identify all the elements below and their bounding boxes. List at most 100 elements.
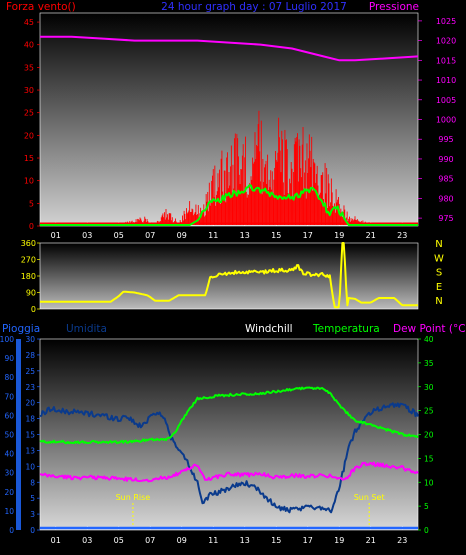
humidity-axis-ticks: 0 10 20 30 40 50 60 70 80 90 100 — [0, 335, 14, 535]
direction-degree-tick: 360 — [21, 239, 36, 248]
pressure-axis-tick: 1020 — [436, 37, 456, 46]
temperature-left-ticks: 0 3 5 8 10 13 15 18 20 23 25 28 30 — [25, 335, 40, 535]
sun-marker-label: Sun Rise — [116, 493, 151, 502]
pressure-axis-tick: 985 — [438, 175, 453, 184]
direction-degree-ticks: 0 90 180 270 360 — [21, 239, 40, 314]
windchill-legend-label: Windchill — [245, 323, 293, 335]
hour-tick-label: 03 — [82, 536, 92, 545]
hour-tick-label: 21 — [366, 231, 376, 240]
temp-right-tick: 20 — [424, 431, 434, 440]
temp-left-tick: 10 — [25, 462, 35, 471]
pressure-axis-label: Pressione — [369, 1, 419, 13]
humidity-axis-tick: 30 — [4, 469, 14, 478]
wind-pressure-chart: Forza vento() 24 hour graph day : 07 Lug… — [6, 1, 456, 240]
humidity-axis-tick: 70 — [4, 392, 14, 401]
temp-left-tick: 30 — [25, 335, 35, 344]
temp-right-tick: 35 — [424, 359, 434, 368]
hour-tick-label: 15 — [271, 231, 281, 240]
humidity-axis-tick: 40 — [4, 450, 14, 459]
hour-tick-label: 05 — [114, 231, 124, 240]
temp-left-tick: 5 — [30, 494, 35, 503]
temp-right-tick: 10 — [424, 478, 434, 487]
pressure-axis-tick: 995 — [438, 135, 453, 144]
temp-left-tick: 13 — [25, 446, 35, 455]
temp-left-tick: 28 — [25, 351, 35, 360]
wind-speed-series — [39, 110, 419, 226]
direction-degree-tick: 0 — [31, 305, 36, 314]
humidity-series — [39, 402, 419, 514]
temp-left-tick: 0 — [30, 526, 35, 535]
wind-average-series — [40, 184, 418, 226]
temp-right-tick: 40 — [424, 335, 434, 344]
hour-tick-label: 11 — [208, 231, 218, 240]
wind-axis-label: Forza vento() — [6, 1, 76, 13]
humidity-legend-label: Umidita — [66, 323, 107, 335]
temp-left-tick: 25 — [25, 367, 35, 376]
humidity-axis-tick: 20 — [4, 488, 14, 497]
pressure-series — [40, 35, 419, 62]
temp-left-tick: 20 — [25, 399, 35, 408]
hour-tick-label: 03 — [82, 231, 92, 240]
compass-label: W — [434, 253, 444, 264]
pressure-axis-ticks: 975 980 985 990 995 1000 1005 1010 1015 1020 1025 — [418, 17, 456, 223]
hour-tick-label: 01 — [51, 231, 61, 240]
hour-tick-label: 07 — [145, 536, 155, 545]
hour-tick-label: 23 — [397, 231, 407, 240]
hour-tick-label: 17 — [303, 536, 313, 545]
wind-axis-tick: 0 — [29, 222, 34, 231]
hour-tick-label: 07 — [145, 231, 155, 240]
direction-degree-tick: 90 — [26, 289, 36, 298]
wind-axis-tick: 30 — [24, 86, 34, 95]
panel3-background — [40, 339, 418, 530]
wind-axis-tick: 35 — [24, 63, 34, 72]
hour-tick-label: 05 — [114, 536, 124, 545]
pressure-axis-tick: 1005 — [436, 96, 456, 105]
humidity-axis-tick: 100 — [0, 335, 14, 344]
dewpoint-series — [39, 461, 419, 483]
humidity-axis-tick: 10 — [4, 507, 14, 516]
temp-left-tick: 3 — [30, 510, 35, 519]
direction-degree-tick: 180 — [21, 272, 36, 281]
panel3-hour-ticks: 01 03 05 07 09 11 13 15 17 19 21 23 — [51, 526, 407, 545]
temperature-legend-label: Temperatura — [312, 323, 380, 335]
temperature-series — [39, 386, 419, 445]
wind-direction-series — [40, 242, 418, 309]
temp-left-tick: 8 — [30, 478, 35, 487]
hour-tick-label: 09 — [177, 231, 187, 240]
wind-axis-ticks: 0 5 10 15 20 25 30 35 40 45 — [24, 18, 40, 231]
wind-axis-tick: 10 — [24, 177, 34, 186]
panel3-series — [39, 386, 419, 530]
panel2-series — [40, 242, 418, 309]
panel1-series — [39, 35, 419, 226]
temperature-humidity-chart: Pioggia Umidita Windchill Temperatura De… — [0, 323, 466, 545]
temp-right-tick: 15 — [424, 454, 434, 463]
chart-title: 24 hour graph day : 07 Luglio 2017 — [161, 1, 347, 13]
hour-tick-label: 19 — [334, 231, 344, 240]
wind-axis-tick: 5 — [29, 199, 34, 208]
humidity-axis-tick: 50 — [4, 431, 14, 440]
hour-tick-label: 09 — [177, 536, 187, 545]
direction-degree-tick: 270 — [21, 256, 36, 265]
panel2-background — [40, 243, 418, 309]
hour-tick-label: 19 — [334, 536, 344, 545]
rain-axis-bar — [16, 339, 21, 530]
hour-tick-label: 23 — [397, 536, 407, 545]
humidity-axis-tick: 90 — [4, 354, 14, 363]
temp-left-tick: 15 — [25, 431, 35, 440]
pressure-axis-tick: 990 — [438, 155, 453, 164]
wind-axis-tick: 25 — [24, 109, 34, 118]
humidity-axis-tick: 0 — [9, 526, 14, 535]
wind-axis-tick: 40 — [24, 41, 34, 50]
wind-axis-tick: 20 — [24, 131, 34, 140]
rain-legend-label: Pioggia — [2, 323, 40, 335]
compass-label: E — [436, 282, 442, 293]
humidity-axis-tick: 80 — [4, 373, 14, 382]
sun-annotations: Sun Rise Sun Set — [116, 493, 385, 530]
temp-right-tick: 30 — [424, 383, 434, 392]
temp-left-tick: 18 — [25, 415, 35, 424]
hour-tick-label: 13 — [240, 536, 250, 545]
pressure-axis-tick: 1000 — [436, 116, 456, 125]
